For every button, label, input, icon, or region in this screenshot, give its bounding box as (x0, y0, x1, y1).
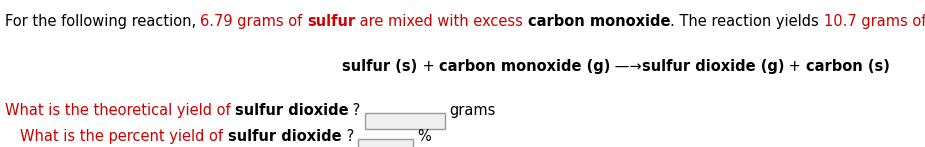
Text: sulfur (s): sulfur (s) (342, 59, 417, 74)
Text: +: + (417, 59, 438, 74)
Text: . The reaction yields: . The reaction yields (671, 14, 824, 29)
Text: —→: —→ (610, 59, 642, 74)
Text: What is the percent yield of: What is the percent yield of (20, 129, 228, 144)
Text: carbon (s): carbon (s) (806, 59, 890, 74)
Text: %: % (417, 129, 431, 144)
Text: What is the theoretical yield of: What is the theoretical yield of (5, 103, 235, 118)
Text: carbon monoxide: carbon monoxide (528, 14, 671, 29)
Text: carbon monoxide (g): carbon monoxide (g) (438, 59, 610, 74)
Text: sulfur dioxide: sulfur dioxide (235, 103, 349, 118)
Text: ?: ? (349, 103, 361, 118)
FancyBboxPatch shape (364, 113, 445, 129)
Text: +: + (784, 59, 806, 74)
FancyBboxPatch shape (358, 139, 413, 147)
Text: For the following reaction,: For the following reaction, (5, 14, 201, 29)
Text: 6.79 grams of: 6.79 grams of (201, 14, 307, 29)
Text: sulfur dioxide: sulfur dioxide (228, 129, 341, 144)
Text: grams: grams (450, 103, 496, 118)
Text: 10.7 grams of: 10.7 grams of (824, 14, 925, 29)
Text: ?: ? (341, 129, 354, 144)
Text: sulfur dioxide (g): sulfur dioxide (g) (642, 59, 784, 74)
Text: sulfur: sulfur (307, 14, 355, 29)
Text: are mixed with excess: are mixed with excess (355, 14, 528, 29)
